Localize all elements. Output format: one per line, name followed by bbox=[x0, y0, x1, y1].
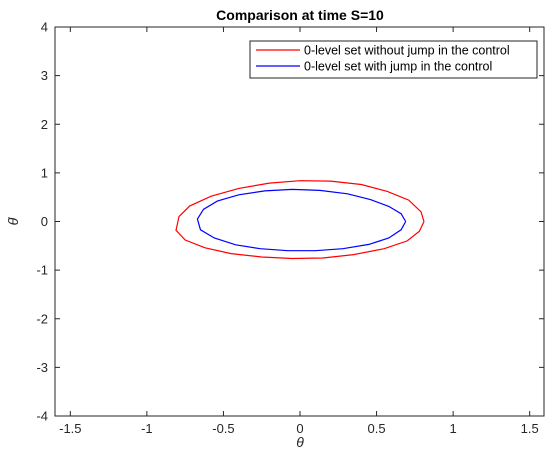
series-line-2 bbox=[196, 188, 407, 252]
series-line-1 bbox=[175, 180, 425, 260]
x-axis-label: θ bbox=[296, 434, 304, 450]
y-tick-label: 0 bbox=[41, 214, 48, 229]
chart-title: Comparison at time S=10 bbox=[216, 7, 384, 23]
y-tick-label: -4 bbox=[36, 409, 48, 424]
y-tick-label: -2 bbox=[36, 311, 48, 326]
legend: 0-level set without jump in the control 0… bbox=[249, 40, 538, 79]
legend-label-2: 0-level set with jump in the control bbox=[304, 60, 492, 74]
x-tick-label: 1 bbox=[450, 421, 457, 436]
x-tick-label: -1 bbox=[141, 421, 153, 436]
x-tick-label: 0.5 bbox=[368, 421, 386, 436]
y-tick-label: -1 bbox=[36, 263, 48, 278]
y-axis: -4 -3 -2 -1 0 1 2 3 4 bbox=[36, 20, 544, 424]
y-tick-label: -3 bbox=[36, 360, 48, 375]
y-tick-label: 3 bbox=[41, 68, 48, 83]
y-tick-label: 1 bbox=[41, 165, 48, 180]
y-tick-label: 4 bbox=[41, 20, 48, 35]
legend-label-1: 0-level set without jump in the control bbox=[304, 44, 510, 58]
y-tick-label: 2 bbox=[41, 117, 48, 132]
x-tick-label: -0.5 bbox=[212, 421, 234, 436]
x-tick-label: -1.5 bbox=[59, 421, 81, 436]
y-axis-label: θ̇ bbox=[5, 217, 21, 226]
axes-box bbox=[54, 26, 545, 417]
x-axis: -1.5 -1 -0.5 0 0.5 1 1.5 bbox=[59, 27, 539, 436]
x-tick-label: 0 bbox=[296, 421, 303, 436]
plot-area bbox=[175, 180, 425, 260]
legend-box bbox=[249, 40, 538, 79]
x-tick-label: 1.5 bbox=[521, 421, 539, 436]
